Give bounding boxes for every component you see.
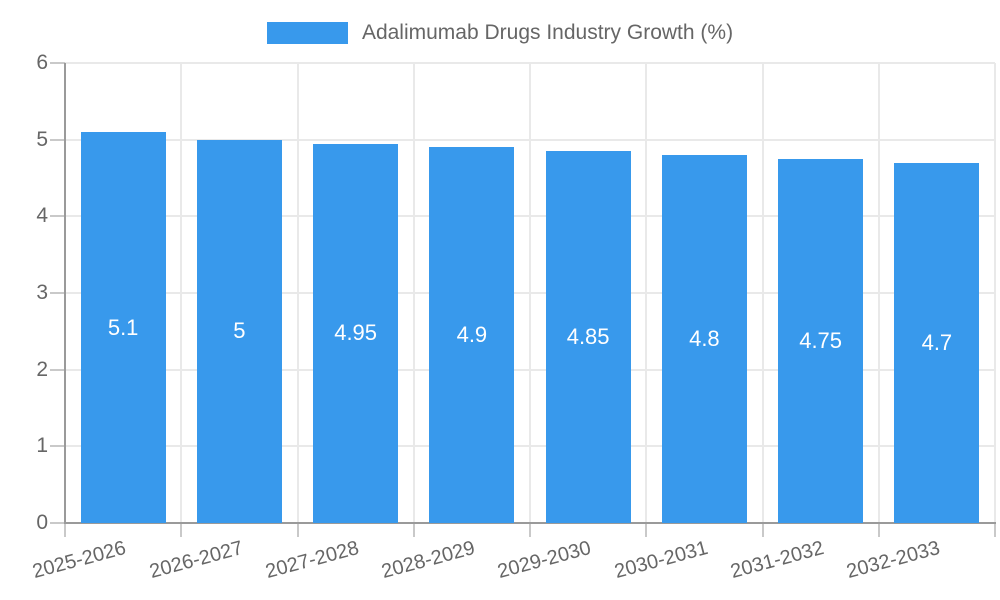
x-axis-label: 2030-2031 bbox=[611, 537, 711, 584]
bar[interactable]: 4.8 bbox=[661, 155, 747, 523]
x-axis-label: 2029-2030 bbox=[495, 537, 594, 584]
bar[interactable]: 5.1 bbox=[80, 132, 166, 523]
x-axis-label: 2025-2026 bbox=[30, 537, 129, 584]
y-axis-label: 2 bbox=[36, 357, 48, 381]
chart-legend[interactable]: Adalimumab Drugs Industry Growth (%) bbox=[0, 16, 1000, 50]
x-tick bbox=[296, 523, 299, 537]
x-tick bbox=[412, 523, 415, 537]
y-axis-label: 4 bbox=[36, 204, 48, 228]
x-tick bbox=[180, 523, 183, 537]
x-axis-label: 2026-2027 bbox=[146, 537, 246, 584]
bar[interactable]: 4.7 bbox=[894, 162, 980, 523]
x-axis-line bbox=[64, 522, 996, 524]
y-axis-label: 5 bbox=[36, 127, 48, 151]
x-tick bbox=[761, 523, 764, 537]
v-gridline bbox=[645, 63, 648, 523]
bar[interactable]: 4.85 bbox=[545, 151, 631, 523]
y-tick bbox=[50, 138, 65, 141]
bar-value-label: 4.95 bbox=[334, 320, 378, 346]
x-tick bbox=[877, 523, 880, 537]
x-axis-label: 2032-2033 bbox=[844, 537, 943, 584]
x-axis-label: 2031-2032 bbox=[728, 537, 827, 584]
x-axis-label: 2028-2029 bbox=[379, 537, 478, 584]
bar-value-label: 4.85 bbox=[566, 324, 610, 350]
v-gridline bbox=[994, 63, 996, 523]
x-tick bbox=[529, 523, 531, 537]
bar[interactable]: 5 bbox=[196, 139, 282, 523]
bar-value-label: 5 bbox=[233, 318, 246, 344]
legend-swatch bbox=[266, 22, 348, 44]
y-tick bbox=[50, 292, 65, 294]
bar-value-label: 4.75 bbox=[799, 327, 843, 353]
legend-label: Adalimumab Drugs Industry Growth (%) bbox=[361, 21, 734, 44]
y-tick bbox=[50, 522, 65, 524]
bar-value-label: 4.9 bbox=[456, 322, 488, 348]
y-axis-label: 3 bbox=[36, 281, 48, 304]
bar-value-label: 4.8 bbox=[689, 326, 720, 351]
x-tick bbox=[645, 523, 648, 537]
bar[interactable]: 4.75 bbox=[778, 158, 864, 523]
v-gridline bbox=[529, 63, 531, 523]
y-axis-line bbox=[64, 63, 66, 523]
y-tick bbox=[50, 215, 65, 218]
x-tick bbox=[994, 523, 996, 537]
x-tick bbox=[64, 523, 66, 537]
bar-value-label: 5.1 bbox=[107, 314, 139, 340]
v-gridline bbox=[180, 63, 183, 523]
v-gridline bbox=[761, 63, 764, 523]
bar[interactable]: 4.95 bbox=[313, 143, 399, 523]
y-axis-label: 0 bbox=[36, 511, 48, 534]
bar[interactable]: 4.9 bbox=[429, 147, 515, 523]
y-axis-label: 1 bbox=[36, 434, 48, 458]
y-axis-label: 6 bbox=[36, 51, 48, 74]
x-axis-label: 2027-2028 bbox=[263, 537, 362, 584]
y-tick bbox=[50, 368, 65, 371]
y-tick bbox=[50, 62, 65, 64]
y-tick bbox=[50, 445, 65, 448]
v-gridline bbox=[877, 63, 880, 523]
bar-value-label: 4.7 bbox=[921, 329, 953, 355]
v-gridline bbox=[296, 63, 299, 523]
v-gridline bbox=[412, 63, 415, 523]
